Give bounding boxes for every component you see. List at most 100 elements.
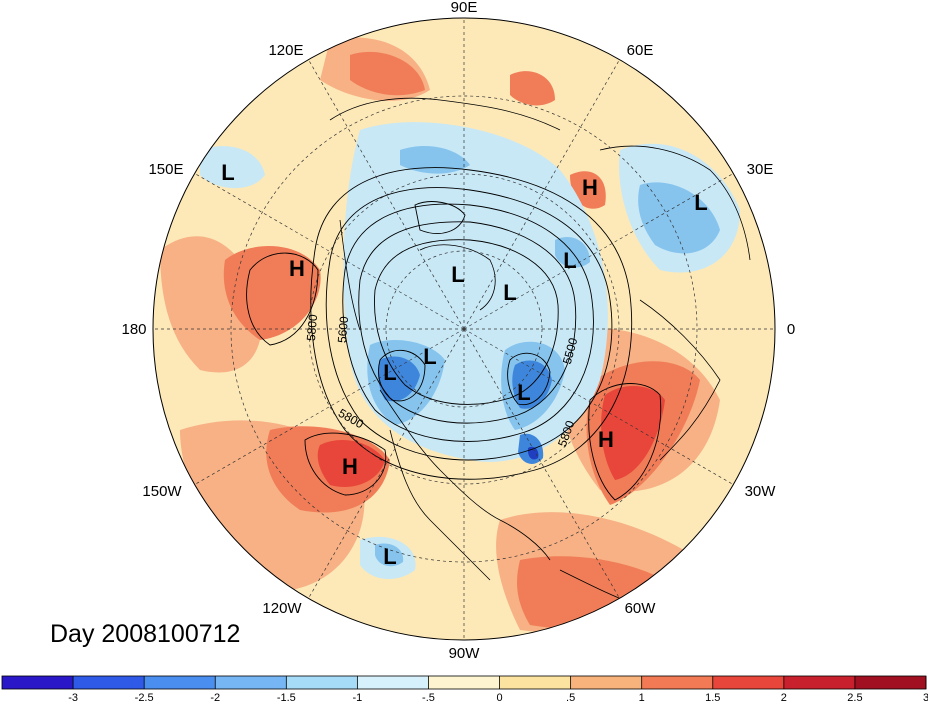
- colorbar-tick-label: .5: [566, 692, 575, 702]
- lon-30w: 30W: [745, 483, 777, 500]
- colorbar-swatch: [428, 676, 500, 689]
- contour-label: 5800: [304, 313, 320, 341]
- coastline: [639, 299, 721, 461]
- graticule: [153, 18, 775, 640]
- contour-line: [310, 167, 633, 480]
- pressure-center-low: L: [503, 280, 516, 305]
- colorbar-tick-label: 0: [496, 692, 502, 702]
- pressure-center-low: L: [221, 160, 234, 185]
- colorbar-swatch: [499, 676, 571, 689]
- coastline: [389, 429, 491, 581]
- meridians: [153, 18, 775, 640]
- colorbar-swatch: [2, 676, 74, 689]
- anomaly-patch: [223, 246, 321, 340]
- colorbar-swatch: [641, 676, 714, 689]
- contour-line: [588, 383, 662, 501]
- lon-150e: 150E: [148, 161, 183, 178]
- lon-60w: 60W: [625, 600, 657, 617]
- coastline: [339, 219, 361, 331]
- pressure-center-high: H: [289, 256, 305, 281]
- height-contours: [246, 167, 662, 501]
- colorbar: -3 -2.5 -2 -1.5 -1 -.5 0 .5 1 1.5 2 2.5 3: [1, 675, 928, 702]
- colorbar-tick-label: 1: [639, 692, 645, 702]
- meridian-line: [194, 328, 465, 485]
- colorbar-tick-label: -3: [68, 692, 78, 702]
- lon-180: 180: [121, 321, 146, 338]
- contour-line: [342, 203, 594, 442]
- anomaly-patch: [375, 543, 404, 567]
- meridian-line: [194, 173, 465, 330]
- colorbar-swatch: [286, 676, 358, 689]
- meridian-line: [308, 59, 465, 330]
- latitude-circle: [230, 95, 698, 563]
- meridian-line: [463, 328, 620, 599]
- colorbar-tick-label: -.5: [422, 692, 435, 702]
- lon-120w: 120W: [262, 600, 302, 617]
- colorbar-swatch: [570, 676, 642, 689]
- longitude-labels: 90E 60E 30E 0 30W 60W 90W 120W 150W 180 …: [121, 0, 795, 662]
- coastline: [599, 145, 751, 261]
- anomaly-patch: [400, 145, 470, 174]
- colorbar-swatch: [783, 676, 856, 689]
- day-label: Day 2008100712: [50, 620, 241, 648]
- lon-90e: 90E: [451, 0, 478, 16]
- pressure-center-low: L: [383, 360, 396, 385]
- colorbar-swatch: [144, 676, 216, 689]
- anomaly-patch: [638, 182, 720, 254]
- colorbar-tick-label: 1.5: [705, 692, 720, 702]
- anomaly-patch: [601, 385, 665, 480]
- pressure-center-low: L: [517, 380, 530, 405]
- coastline: [419, 244, 496, 311]
- contour-label: 5500: [560, 336, 581, 366]
- anomaly-patch: [350, 51, 425, 96]
- colorbar-tick-label: 3: [923, 692, 928, 702]
- lon-120e: 120E: [268, 42, 303, 59]
- anomaly-patch: [377, 356, 420, 402]
- colorbar-tick-label: -1: [352, 692, 362, 702]
- colorbar-swatch: [357, 676, 429, 689]
- pressure-center-low: L: [694, 190, 707, 215]
- anomaly-patch: [510, 71, 555, 106]
- colorbar-tick-label: 2.5: [847, 692, 862, 702]
- lon-60e: 60E: [627, 42, 654, 59]
- colorbar-tick-label: -1.5: [277, 692, 296, 702]
- colorbar-tick-label: -2.5: [135, 692, 154, 702]
- meridian-line: [308, 328, 465, 599]
- contour-line: [374, 239, 559, 405]
- pressure-center-high: H: [342, 454, 358, 479]
- lon-30e: 30E: [747, 161, 774, 178]
- contour-line: [304, 432, 387, 496]
- colorbar-swatch: [73, 676, 145, 689]
- anomaly-patch: [200, 146, 265, 189]
- pressure-center-high: H: [598, 427, 614, 452]
- contour-line: [414, 201, 466, 234]
- meridian-line: [463, 59, 620, 330]
- contour-line: [358, 221, 577, 424]
- colorbar-tick-label: -2: [210, 692, 220, 702]
- pressure-center-low: L: [383, 544, 396, 569]
- contour-line: [507, 352, 551, 406]
- pressure-center-low: L: [423, 344, 436, 369]
- colorbar-swatch: [215, 676, 287, 689]
- anomaly-field: [153, 18, 775, 640]
- coastline: [329, 97, 561, 131]
- pressure-center-low: L: [451, 262, 464, 287]
- contour-line: [325, 187, 613, 461]
- colorbar-swatch: [854, 676, 927, 689]
- pressure-center-high: H: [582, 175, 598, 200]
- lon-0: 0: [787, 321, 795, 338]
- latitude-circle: [308, 173, 620, 485]
- contour-line: [246, 252, 319, 346]
- meridian-line: [463, 173, 734, 330]
- lon-90w: 90W: [449, 645, 481, 662]
- lon-150w: 150W: [142, 483, 182, 500]
- pressure-centers: L H L H L L L L L L H H L: [221, 160, 707, 569]
- colorbar-tick-label: 2: [781, 692, 787, 702]
- colorbar-swatch: [712, 676, 785, 689]
- pressure-center-low: L: [563, 248, 576, 273]
- map-border: [152, 17, 776, 641]
- meridian-line: [463, 328, 734, 485]
- contour-line: [378, 350, 426, 402]
- contour-label: 5600: [335, 315, 351, 343]
